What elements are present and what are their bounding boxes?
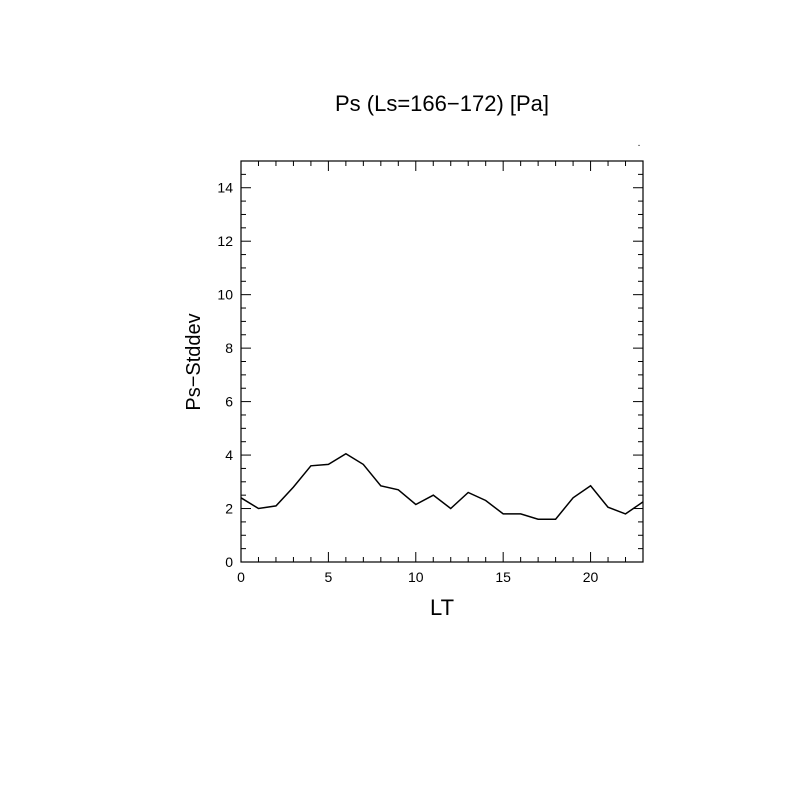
x-tick-label: 20: [583, 569, 599, 585]
x-tick-label: 15: [495, 569, 511, 585]
y-tick-label: 10: [217, 287, 233, 303]
corner-dot: .: [638, 138, 641, 149]
chart-title: Ps (Ls=166−172) [Pa]: [335, 91, 549, 116]
x-axis-label: LT: [430, 595, 454, 620]
series-line: [240, 452, 644, 520]
y-tick-label: 12: [217, 233, 233, 249]
y-tick-label: 2: [225, 501, 233, 517]
axis-tick-labels: 0 5 10 15 20 0 2 4 6 8 10 12 14: [217, 180, 598, 585]
axis-ticks: [240, 160, 644, 563]
series-points: [240, 453, 644, 520]
y-tick-label: 8: [225, 340, 233, 356]
y-tick-label: 6: [225, 394, 233, 410]
y-tick-label: 0: [225, 554, 233, 570]
y-tick-label: 4: [225, 447, 233, 463]
x-tick-label: 0: [237, 569, 245, 585]
x-tick-label: 5: [324, 569, 332, 585]
y-tick-label: 14: [217, 180, 233, 196]
x-tick-label: 10: [408, 569, 424, 585]
y-axis-label: Ps−Stddev: [183, 313, 205, 410]
